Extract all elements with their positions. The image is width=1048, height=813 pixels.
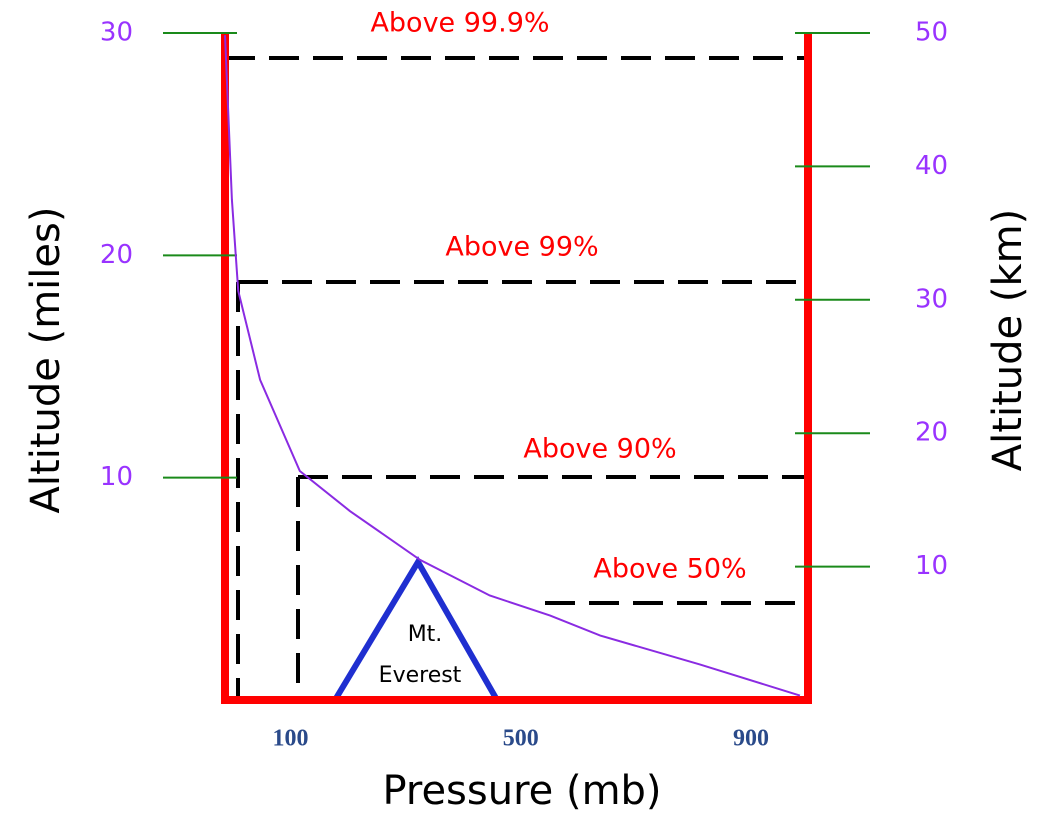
annotation: Above 50% xyxy=(593,554,746,585)
data-line xyxy=(224,35,801,697)
annotation: Above 99% xyxy=(445,232,598,263)
annotation: Mt. xyxy=(408,622,443,647)
y-axis-label: Altitude (miles) xyxy=(23,207,69,514)
x-tick-label: 100 xyxy=(273,726,309,752)
annotation: Above 90% xyxy=(523,434,676,465)
y-tick-label: 20 xyxy=(100,240,133,270)
mountain xyxy=(332,556,500,702)
y2-tick-label: 50 xyxy=(915,18,948,48)
y2-tick-label: 30 xyxy=(915,284,948,314)
x-tick-label: 900 xyxy=(733,726,769,752)
frame xyxy=(221,33,812,704)
x-axis-label: Pressure (mb) xyxy=(382,768,661,813)
y-tick-label: 10 xyxy=(100,462,133,492)
y2-tick-label: 40 xyxy=(915,151,948,181)
annotation: Above 99.9% xyxy=(370,8,549,39)
annotation: Everest xyxy=(379,663,462,688)
y2-tick-label: 10 xyxy=(915,551,948,581)
y-tick-label: 30 xyxy=(100,18,133,48)
y2-tick-label: 20 xyxy=(915,418,948,448)
y2-axis-label: Altitude (km) xyxy=(985,209,1031,471)
x-tick-label: 500 xyxy=(503,726,539,752)
